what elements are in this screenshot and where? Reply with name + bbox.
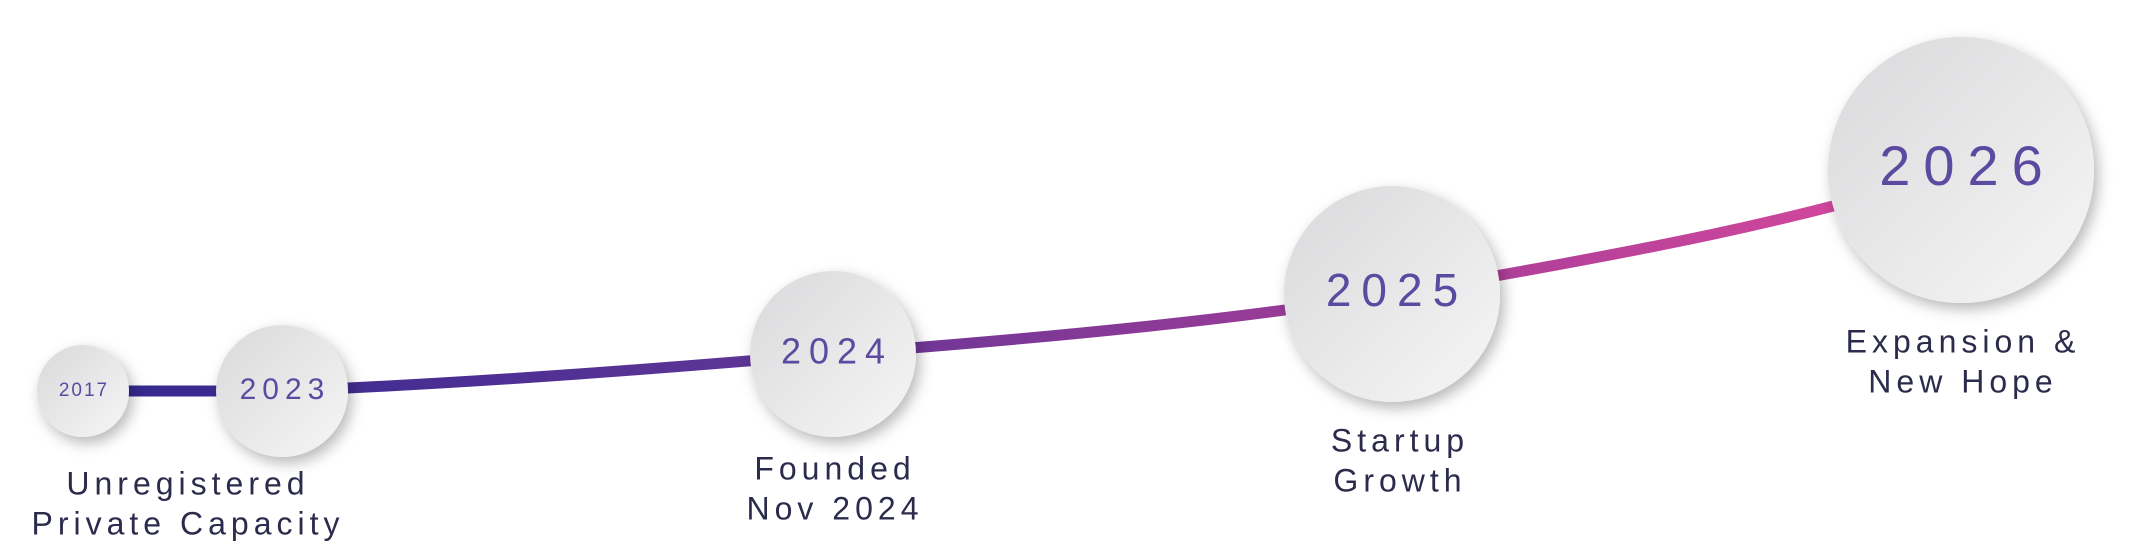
milestone-label: Nov 2024 — [747, 490, 924, 526]
milestone-label: Growth — [1333, 462, 1466, 498]
milestones: 2017 Unregistered Private Capacity 2023 2024… — [32, 37, 2094, 541]
milestone-circle — [37, 345, 129, 437]
milestone-circle — [1284, 186, 1500, 402]
milestone-label: Unregistered — [66, 465, 309, 501]
milestone-circle — [216, 325, 348, 457]
milestone-label: Expansion & — [1846, 323, 2081, 359]
milestone-year: 2023 — [240, 373, 331, 406]
milestone-label: Startup — [1331, 422, 1469, 458]
milestone-year: 2017 — [59, 380, 109, 401]
milestone-year: 2026 — [1879, 134, 2056, 197]
milestone-label: Founded — [754, 450, 915, 486]
milestone-circle — [1828, 37, 2094, 303]
milestone-label: New Hope — [1868, 363, 2057, 399]
milestone-year: 2024 — [781, 331, 893, 372]
milestone-year: 2025 — [1326, 264, 1468, 316]
milestone-circle — [750, 271, 916, 437]
milestone-label: Private Capacity — [32, 505, 345, 541]
timeline-line — [83, 164, 1963, 397]
